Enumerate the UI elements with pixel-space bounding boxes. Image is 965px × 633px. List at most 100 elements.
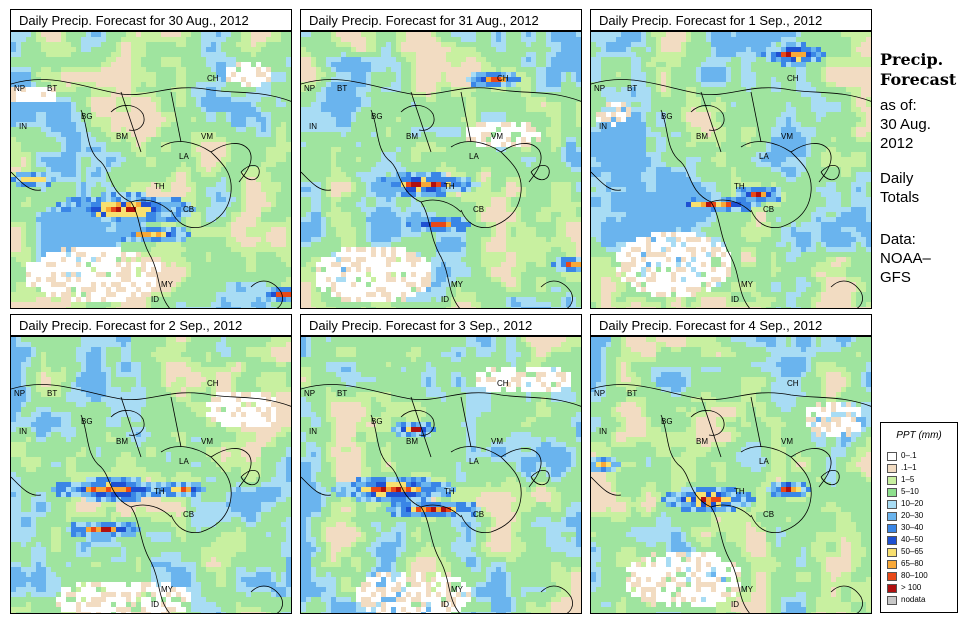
legend-label: 20–30 bbox=[901, 511, 924, 520]
region-label-th: TH bbox=[734, 487, 745, 496]
region-label-np: NP bbox=[14, 84, 26, 93]
precip-map-3: NP BT BG IN BM CH VM LA TH CB MY ID bbox=[590, 31, 872, 309]
precip-map-6: NP BT BG IN BM CH VM LA TH CB MY ID bbox=[590, 336, 872, 614]
legend-swatch bbox=[887, 584, 897, 593]
region-label-th: TH bbox=[444, 487, 455, 496]
region-label-bm: BM bbox=[406, 437, 418, 446]
region-label-id: ID bbox=[441, 295, 449, 304]
region-label-np: NP bbox=[14, 389, 26, 398]
region-label-la: LA bbox=[759, 457, 769, 466]
sidebar-asof-line2: 30 Aug. bbox=[880, 116, 931, 133]
region-label-bg: BG bbox=[661, 417, 673, 426]
region-label-np: NP bbox=[304, 84, 316, 93]
legend-title: PPT (mm) bbox=[896, 430, 942, 441]
region-label-bm: BM bbox=[696, 132, 708, 141]
panel-title-6: Daily Precip. Forecast for 4 Sep., 2012 bbox=[590, 314, 872, 336]
sidebar-data-line1: Data: bbox=[880, 231, 916, 248]
region-label-np: NP bbox=[594, 84, 606, 93]
sidebar-data-line3: GFS bbox=[880, 269, 911, 286]
region-label-la: LA bbox=[179, 457, 189, 466]
region-label-bg: BG bbox=[371, 417, 383, 426]
sidebar-asof-line1: as of: bbox=[880, 97, 917, 114]
legend-swatch bbox=[887, 464, 897, 473]
region-label-bg: BG bbox=[81, 417, 93, 426]
sidebar-title-line1: Precip. bbox=[880, 50, 944, 69]
legend-label: > 100 bbox=[901, 583, 922, 592]
region-label-cb: CB bbox=[183, 510, 195, 519]
legend-label: nodata bbox=[901, 595, 926, 604]
legend-swatch bbox=[887, 548, 897, 557]
region-label-my: MY bbox=[741, 585, 753, 594]
region-label-ch: CH bbox=[787, 74, 799, 83]
region-label-ch: CH bbox=[787, 379, 799, 388]
legend-label: 0–.1 bbox=[901, 451, 917, 460]
region-label-ch: CH bbox=[497, 74, 509, 83]
region-label-in: IN bbox=[19, 122, 27, 131]
precip-grid bbox=[591, 32, 871, 308]
region-label-bm: BM bbox=[406, 132, 418, 141]
region-label-bt: BT bbox=[47, 389, 58, 398]
region-label-my: MY bbox=[451, 280, 463, 289]
precip-legend: PPT (mm) 0–.1 .1–1 1–5 5–10 10–20 20–30 30–40 4… bbox=[880, 422, 958, 613]
region-label-vm: VM bbox=[781, 132, 793, 141]
panel-title-5: Daily Precip. Forecast for 3 Sep., 2012 bbox=[300, 314, 582, 336]
region-label-id: ID bbox=[151, 295, 159, 304]
panel-title-3: Daily Precip. Forecast for 1 Sep., 2012 bbox=[590, 9, 872, 31]
precip-map-1: NP BT BG IN BM CH VM LA TH CB MY ID bbox=[10, 31, 292, 309]
region-label-in: IN bbox=[309, 122, 317, 131]
legend-label: 65–80 bbox=[901, 559, 924, 568]
panel-title-2: Daily Precip. Forecast for 31 Aug., 2012 bbox=[300, 9, 582, 31]
region-label-my: MY bbox=[451, 585, 463, 594]
precip-grid bbox=[301, 337, 581, 613]
legend-swatch bbox=[887, 476, 897, 485]
region-label-cb: CB bbox=[763, 510, 775, 519]
sidebar-totals-line1: Daily bbox=[880, 170, 914, 187]
region-label-my: MY bbox=[161, 280, 173, 289]
region-label-vm: VM bbox=[491, 437, 503, 446]
region-label-bt: BT bbox=[627, 389, 638, 398]
legend-label: 40–50 bbox=[901, 535, 924, 544]
region-label-bm: BM bbox=[116, 437, 128, 446]
legend-label: .1–1 bbox=[901, 463, 917, 472]
region-label-th: TH bbox=[734, 182, 745, 191]
region-label-ch: CH bbox=[207, 379, 219, 388]
region-label-in: IN bbox=[309, 427, 317, 436]
region-label-bt: BT bbox=[337, 389, 348, 398]
region-label-th: TH bbox=[154, 182, 165, 191]
region-label-np: NP bbox=[304, 389, 316, 398]
sidebar-asof-line3: 2012 bbox=[880, 135, 914, 152]
legend-swatch bbox=[887, 596, 897, 605]
legend-swatch bbox=[887, 488, 897, 497]
region-label-vm: VM bbox=[201, 437, 213, 446]
legend-swatch bbox=[887, 512, 897, 521]
legend-label: 50–65 bbox=[901, 547, 924, 556]
precip-map-4: NP BT BG IN BM CH VM LA TH CB MY ID bbox=[10, 336, 292, 614]
region-label-id: ID bbox=[441, 600, 449, 609]
legend-swatch bbox=[887, 452, 897, 461]
region-label-my: MY bbox=[741, 280, 753, 289]
region-label-in: IN bbox=[19, 427, 27, 436]
region-label-la: LA bbox=[469, 152, 479, 161]
region-label-bt: BT bbox=[627, 84, 638, 93]
precip-grid bbox=[11, 337, 291, 613]
region-label-bg: BG bbox=[371, 112, 383, 121]
legend-swatch bbox=[887, 572, 897, 581]
legend-swatch bbox=[887, 536, 897, 545]
legend-label: 5–10 bbox=[901, 487, 919, 496]
legend-label: 10–20 bbox=[901, 499, 924, 508]
region-label-th: TH bbox=[444, 182, 455, 191]
region-label-th: TH bbox=[154, 487, 165, 496]
region-label-ch: CH bbox=[207, 74, 219, 83]
region-label-vm: VM bbox=[781, 437, 793, 446]
precip-grid bbox=[11, 32, 291, 308]
sidebar-title-line2: Forecast bbox=[880, 70, 957, 89]
region-label-cb: CB bbox=[183, 205, 195, 214]
region-label-cb: CB bbox=[473, 205, 485, 214]
region-label-np: NP bbox=[594, 389, 606, 398]
region-label-in: IN bbox=[599, 427, 607, 436]
region-label-ch: CH bbox=[497, 379, 509, 388]
precip-map-5: NP BT BG IN BM CH VM LA TH CB MY ID bbox=[300, 336, 582, 614]
legend-swatch bbox=[887, 560, 897, 569]
legend-label: 30–40 bbox=[901, 523, 924, 532]
panel-title-4: Daily Precip. Forecast for 2 Sep., 2012 bbox=[10, 314, 292, 336]
